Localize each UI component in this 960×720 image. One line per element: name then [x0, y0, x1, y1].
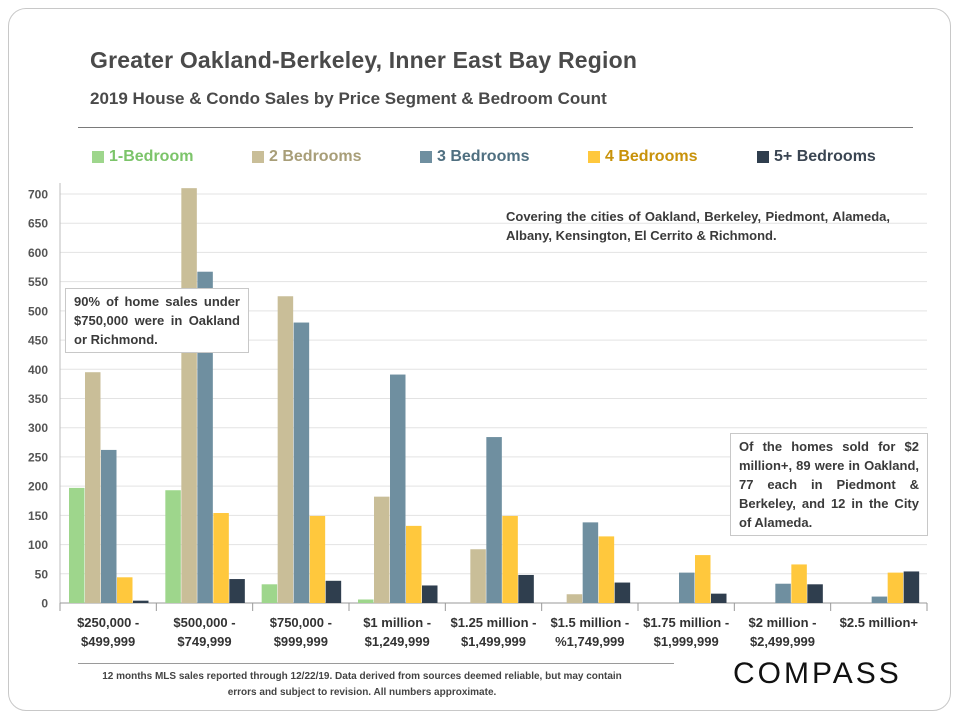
x-tick-label: $1,499,999 [461, 634, 526, 649]
bar [903, 571, 920, 603]
y-tick-label: 250 [28, 450, 48, 464]
y-tick-label: 350 [28, 392, 48, 406]
y-tick-label: 600 [28, 246, 48, 260]
x-tick-label: %1,749,999 [555, 634, 624, 649]
x-tick-label: $500,000 - [173, 615, 235, 630]
y-tick-label: 500 [28, 304, 48, 318]
legend-item: 3 Bedrooms [420, 147, 529, 167]
legend-item: 5+ Bedrooms [757, 147, 876, 167]
bar [871, 596, 888, 603]
bar [358, 599, 374, 603]
legend-label: 4 Bedrooms [605, 148, 698, 165]
y-tick-label: 200 [28, 480, 48, 494]
y-tick-label: 700 [28, 188, 48, 202]
left-annotation: 90% of home sales under $750,000 were in… [65, 288, 249, 353]
bar [887, 572, 904, 603]
x-tick-label: $750,000 - [270, 615, 332, 630]
bar [277, 296, 294, 603]
x-tick-label: $1,999,999 [654, 634, 719, 649]
bar [679, 572, 695, 603]
y-tick-label: 100 [28, 538, 48, 552]
bar [165, 490, 181, 603]
y-tick-label: 400 [28, 363, 48, 377]
bar [374, 496, 390, 603]
legend-swatch [420, 151, 432, 163]
bar [614, 582, 631, 603]
bar [775, 583, 791, 603]
bar [181, 188, 197, 603]
x-tick-label: $1,249,999 [365, 634, 430, 649]
bar [309, 515, 326, 603]
bar [711, 593, 727, 603]
x-tick-label: $1.75 million - [643, 615, 729, 630]
y-tick-label: 450 [28, 334, 48, 348]
legend-swatch [588, 151, 600, 163]
bar [422, 585, 438, 603]
bar [486, 437, 502, 603]
bar [695, 555, 711, 603]
x-tick-label: $1.25 million - [451, 615, 537, 630]
x-tick-label: $250,000 - [77, 615, 139, 630]
y-tick-label: 550 [28, 275, 48, 289]
legend-swatch [252, 151, 264, 163]
compass-logo: COMPASS [733, 657, 902, 690]
x-tick-label: $499,999 [81, 634, 135, 649]
legend-item: 2 Bedrooms [252, 147, 361, 167]
bar [293, 322, 310, 603]
bar [470, 549, 486, 603]
bar [807, 584, 823, 603]
y-tick-label: 150 [28, 509, 48, 523]
bar [791, 564, 807, 603]
x-tick-label: $2.5 million+ [840, 615, 919, 630]
legend-item: 4 Bedrooms [588, 147, 697, 167]
cities-note: Covering the cities of Oakland, Berkeley… [506, 209, 890, 243]
bar [69, 487, 85, 603]
bar [598, 536, 615, 603]
bar [197, 271, 213, 603]
title-divider [78, 127, 913, 128]
bar [390, 374, 406, 603]
x-tick-label: $2,499,999 [750, 634, 815, 649]
bar [85, 372, 101, 603]
x-tick-label: $999,999 [274, 634, 328, 649]
legend-label: 1-Bedroom [109, 148, 194, 165]
right-annotation: Of the homes sold for $2 million+, 89 we… [730, 433, 928, 536]
legend-label: 2 Bedrooms [269, 148, 362, 165]
bar [261, 584, 278, 603]
bar [117, 577, 133, 603]
bar [406, 525, 422, 603]
chart-subtitle: 2019 House & Condo Sales by Price Segmen… [90, 89, 607, 108]
bar [325, 580, 342, 603]
x-tick-label: $1 million - [363, 615, 431, 630]
x-tick-label: $2 million - [749, 615, 817, 630]
bar [566, 594, 583, 603]
y-tick-label: 650 [28, 217, 48, 231]
bar [213, 513, 229, 603]
bar [502, 515, 518, 603]
footer-note: 12 months MLS sales reported through 12/… [102, 671, 622, 698]
y-tick-label: 300 [28, 421, 48, 435]
bar [518, 574, 534, 603]
legend-swatch [92, 151, 104, 163]
bar [133, 600, 149, 603]
legend-label: 3 Bedrooms [437, 148, 530, 165]
x-tick-label: $749,999 [177, 634, 231, 649]
legend-item: 1-Bedroom [92, 147, 193, 167]
bar [582, 522, 599, 603]
legend-swatch [757, 151, 769, 163]
legend-label: 5+ Bedrooms [774, 148, 876, 165]
bar [229, 579, 245, 603]
x-tick-label: $1.5 million - [550, 615, 629, 630]
y-tick-label: 50 [35, 567, 49, 581]
bar [101, 449, 117, 603]
y-tick-label: 0 [41, 597, 48, 611]
footer-divider [78, 663, 674, 664]
chart-title: Greater Oakland-Berkeley, Inner East Bay… [90, 47, 638, 73]
